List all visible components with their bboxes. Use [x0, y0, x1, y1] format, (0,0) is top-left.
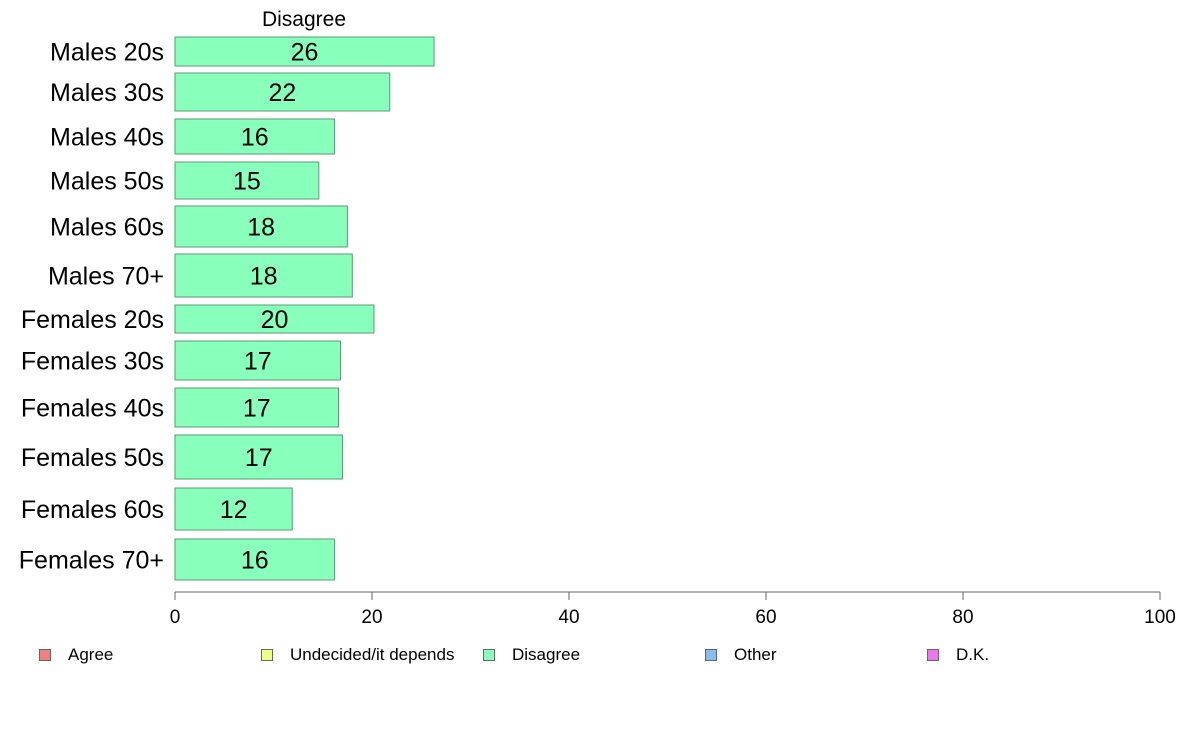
legend-swatch-undecided	[261, 649, 273, 661]
category-label: Males 50s	[50, 168, 164, 196]
bar	[174, 72, 391, 112]
bar	[174, 340, 341, 381]
data-label: 17	[243, 395, 271, 423]
legend-label-disagree: Disagree	[512, 645, 581, 664]
legend-label-agree: Agree	[68, 645, 114, 664]
data-label: 18	[247, 214, 275, 242]
category-label: Males 30s	[50, 79, 164, 107]
data-label: 15	[233, 168, 261, 196]
data-label: 16	[241, 124, 269, 152]
bar	[174, 253, 353, 298]
category-label: Females 70+	[19, 547, 164, 575]
bar	[174, 36, 435, 67]
legend-item-other: Other	[705, 645, 777, 665]
category-label: Males 70+	[48, 263, 164, 291]
bar	[174, 387, 340, 428]
x-tick-label: 100	[1144, 607, 1176, 628]
bar	[174, 304, 375, 334]
x-tick-label: 40	[558, 607, 579, 628]
data-label: 12	[220, 496, 248, 524]
legend-item-undecided: Undecided/it depends	[261, 645, 454, 665]
x-tick-label: 60	[755, 607, 776, 628]
data-label: 17	[245, 444, 273, 472]
x-tick-label: 80	[952, 607, 973, 628]
data-label: 18	[250, 263, 278, 291]
bar	[174, 434, 343, 480]
legend: Agree Undecided/it depends Disagree Othe…	[0, 645, 1188, 669]
legend-swatch-dk	[927, 649, 939, 661]
bar	[174, 161, 320, 200]
x-tick-label: 0	[170, 607, 181, 628]
bar	[174, 538, 336, 581]
x-tick-label: 20	[361, 607, 382, 628]
category-label: Females 50s	[21, 444, 164, 472]
legend-swatch-other	[705, 649, 717, 661]
legend-label-dk: D.K.	[956, 645, 990, 664]
bar	[174, 118, 336, 155]
legend-swatch-disagree	[483, 649, 495, 661]
data-label: 17	[244, 348, 272, 376]
legend-item-dk: D.K.	[927, 645, 989, 665]
category-label: Females 60s	[21, 496, 164, 524]
legend-item-agree: Agree	[39, 645, 113, 665]
chart-title: Disagree	[262, 8, 346, 31]
legend-label-undecided: Undecided/it depends	[290, 645, 455, 664]
category-label: Females 40s	[21, 395, 164, 423]
bar	[174, 205, 348, 248]
bar	[174, 487, 293, 531]
legend-label-other: Other	[734, 645, 777, 664]
category-label: Males 20s	[50, 39, 164, 67]
legend-swatch-agree	[39, 649, 51, 661]
legend-item-disagree: Disagree	[483, 645, 580, 665]
data-label: 26	[291, 39, 319, 67]
data-label: 22	[268, 79, 296, 107]
category-label: Males 60s	[50, 214, 164, 242]
data-label: 16	[241, 547, 269, 575]
category-label: Females 30s	[21, 348, 164, 376]
category-label: Females 20s	[21, 306, 164, 334]
category-label: Males 40s	[50, 124, 164, 152]
data-label: 20	[261, 306, 289, 334]
